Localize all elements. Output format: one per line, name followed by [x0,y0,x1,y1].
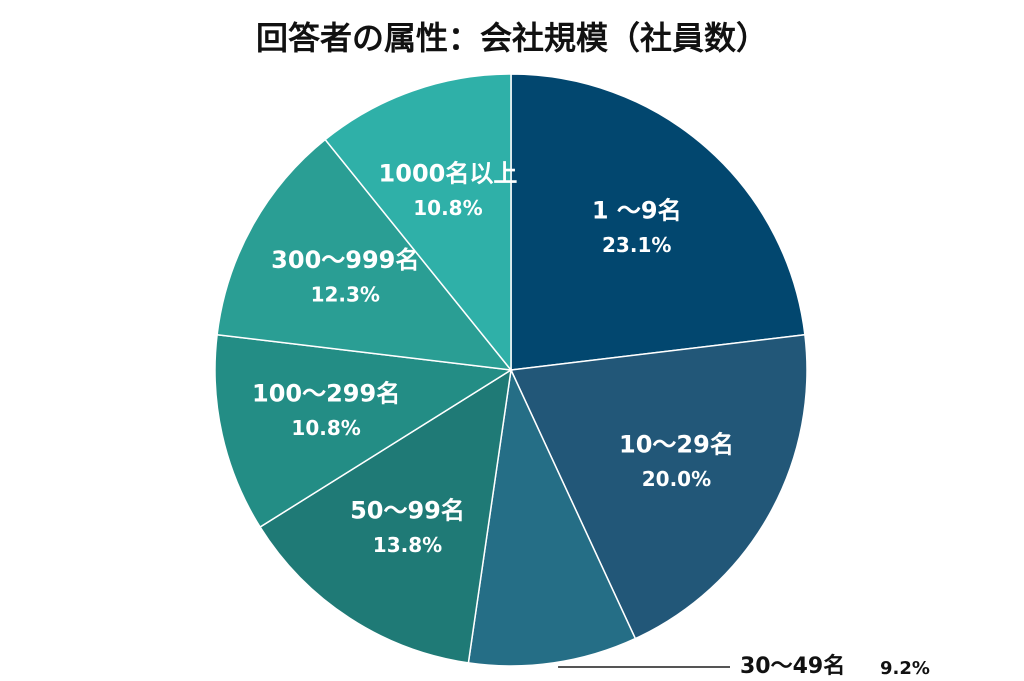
slice-label: 10～29名 [619,430,734,458]
pie-slice [214,333,514,529]
value-label: 10.8% [413,196,482,220]
pie-slice [467,367,637,667]
value-label: 13.8% [373,533,442,557]
value-label: 23.1% [602,233,671,257]
value-label: 20.0% [642,467,711,491]
slice-label: 100～299名 [252,379,400,407]
pie-slice [324,73,512,373]
pie-slice [216,138,513,371]
slice-label: 30～49名 [740,653,845,679]
pie-slice [259,368,512,664]
value-label: 10.8% [291,416,360,440]
slice-label: 1000名以上 [379,159,518,187]
pie-slice [509,333,808,640]
chart-title: 回答者の属性：会社規模（社員数） [256,19,768,57]
slice-label: 50～99名 [350,497,465,525]
slice-label: 1 ～9名 [592,196,682,224]
slice-label: 300～999名 [271,246,419,274]
value-label: 9.2% [880,658,930,679]
pie-slice [510,73,806,371]
value-label: 12.3% [311,283,380,307]
